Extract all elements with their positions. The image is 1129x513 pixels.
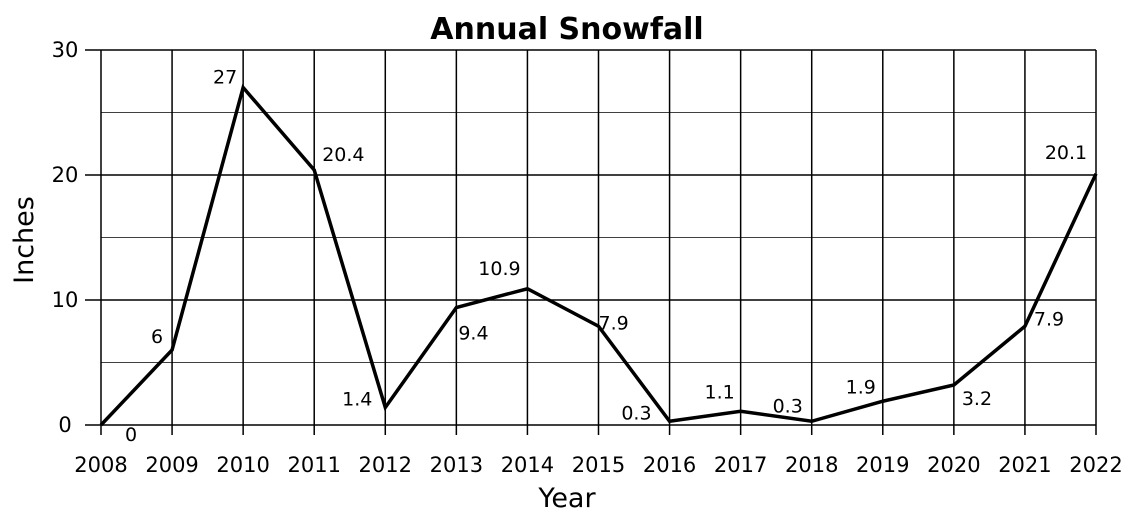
x-axis-label: Year — [537, 483, 596, 513]
data-label: 0.3 — [773, 395, 803, 417]
y-axis-label: Inches — [9, 196, 40, 284]
x-tick-label: 2019 — [856, 453, 909, 477]
data-label: 7.9 — [1034, 308, 1064, 330]
x-tick-label: 2017 — [714, 453, 767, 477]
data-label: 20.4 — [322, 144, 364, 166]
x-tick-label: 2009 — [145, 453, 198, 477]
series-layer — [99, 83, 1098, 427]
x-tick-label: 2016 — [643, 453, 696, 477]
data-label: 1.1 — [705, 381, 735, 403]
data-label: 10.9 — [478, 258, 520, 280]
x-tick-label: 2008 — [74, 453, 127, 477]
y-axis-ticks: 0 10 20 30 — [52, 38, 79, 437]
x-tick-label: 2022 — [1069, 453, 1122, 477]
y-tick-label: 30 — [52, 38, 79, 62]
chart-title: Annual Snowfall — [430, 12, 703, 47]
x-tick-label: 2014 — [501, 453, 554, 477]
y-tick-label: 0 — [58, 413, 71, 437]
data-label: 27 — [213, 67, 237, 89]
data-label: 6 — [151, 326, 163, 348]
data-label: 20.1 — [1045, 142, 1087, 164]
data-label: 1.9 — [846, 376, 876, 398]
data-labels: 0 6 27 20.4 1.4 9.4 10.9 7.9 0.3 1.1 0.3 1.9 3.2 7.9 2… — [125, 67, 1087, 447]
x-tick-label: 2020 — [927, 453, 980, 477]
x-tick-label: 2010 — [216, 453, 269, 477]
x-tick-label: 2011 — [287, 453, 340, 477]
y-tick-label: 20 — [52, 163, 79, 187]
data-label: 1.4 — [342, 389, 372, 411]
data-label: 3.2 — [962, 388, 992, 410]
x-axis-ticks: 2008 2009 2010 2011 2012 2013 2014 2015 2016 2017… — [74, 453, 1122, 477]
x-tick-label: 2013 — [430, 453, 483, 477]
x-tick-label: 2018 — [785, 453, 838, 477]
data-label: 0 — [125, 424, 137, 446]
y-tick-label: 10 — [52, 288, 79, 312]
x-tick-label: 2012 — [359, 453, 412, 477]
x-tick-label: 2015 — [572, 453, 625, 477]
data-label: 0.3 — [621, 402, 651, 424]
data-label: 9.4 — [458, 323, 488, 345]
x-tick-label: 2021 — [998, 453, 1051, 477]
data-label: 7.9 — [599, 312, 629, 334]
